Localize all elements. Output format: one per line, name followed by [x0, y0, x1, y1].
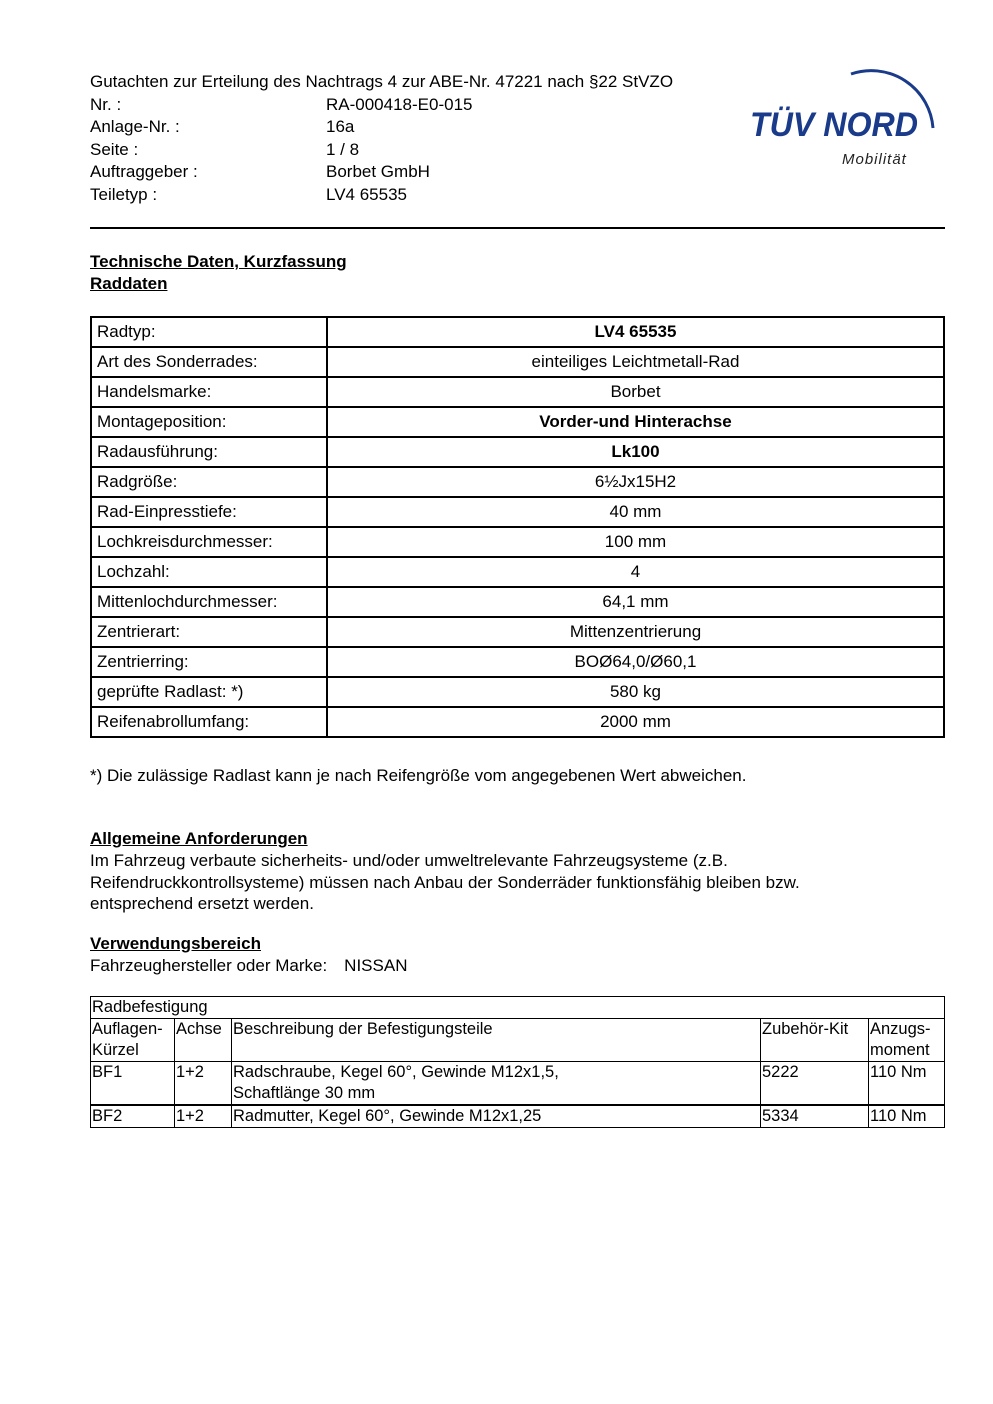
row-label: Lochkreisdurchmesser: [90, 526, 328, 558]
row-value: LV4 65535 [326, 316, 945, 348]
row-value: Borbet [326, 376, 945, 408]
row-label: Lochzahl: [90, 556, 328, 588]
row-label: Handelsmarke: [90, 376, 328, 408]
row-label: Radtyp: [90, 316, 328, 348]
manufacturer-label: Fahrzeughersteller oder Marke: [90, 956, 328, 975]
field-value: 16a [326, 117, 355, 136]
row-value: 40 mm [326, 496, 945, 528]
fixing-table: Radbefestigung Auflagen- Kürzel Achse Besch… [90, 996, 945, 1128]
field-label: Auftraggeber : [90, 162, 198, 181]
header-field: Anlage-Nr. : 16a [90, 116, 673, 139]
cell: 1+2 [174, 1061, 232, 1106]
svg-text:TÜV NORD: TÜV NORD [750, 106, 918, 144]
cell: Auflagen- Kürzel [90, 1018, 175, 1062]
row-label: Zentrierart: [90, 616, 328, 648]
row-value: Mittenzentrierung [326, 616, 945, 648]
usage-line: Fahrzeughersteller oder Marke: NISSAN [90, 955, 407, 977]
table-row: Mittenlochdurchmesser: 64,1 mm [90, 586, 945, 618]
field-value: Borbet GmbH [326, 162, 430, 181]
wheel-data-table: Radtyp: LV4 65535 Art des Sonderrades: eint… [90, 316, 945, 738]
tuv-nord-logo: TÜV NORD Mobilität [750, 69, 935, 168]
row-value: 580 kg [326, 676, 945, 708]
table-row: geprüfte Radlast: *) 580 kg [90, 676, 945, 708]
table-row: Zentrierart: Mittenzentrierung [90, 616, 945, 648]
text-line: Im Fahrzeug verbaute sicherheits- und/od… [90, 851, 728, 870]
cell: 1+2 [174, 1104, 232, 1128]
header-field: Nr. : RA-000418-E0-015 [90, 94, 673, 117]
field-value: RA-000418-E0-015 [326, 94, 473, 114]
table-row: Lochzahl: 4 [90, 556, 945, 588]
row-value: Vorder-und Hinterachse [326, 406, 945, 438]
header-field: Seite : 1 / 8 [90, 139, 673, 162]
cell: 110 Nm [868, 1104, 945, 1128]
cell: Radschraube, Kegel 60°, Gewinde M12x1,5,… [231, 1061, 761, 1106]
row-value: BOØ64,0/Ø60,1 [326, 646, 945, 678]
manufacturer-value: NISSAN [344, 956, 408, 975]
header-row: Auflagen- Kürzel Achse Beschreibung der Be… [90, 1018, 945, 1062]
row-label: Reifenabrollumfang: [90, 706, 328, 738]
header: Gutachten zur Erteilung des Nachtrags 4 … [90, 71, 673, 206]
row-value: 4 [326, 556, 945, 588]
footnote: *) Die zulässige Radlast kann je nach Re… [90, 766, 747, 785]
table-row: Radausführung: Lk100 [90, 436, 945, 468]
row-value: 6½Jx15H2 [326, 466, 945, 498]
field-label: Seite : [90, 139, 139, 159]
field-label: Anlage-Nr. : [90, 117, 180, 136]
row-label: Montageposition: [90, 406, 328, 438]
section-title: Technische Daten, Kurzfassung [90, 252, 347, 271]
row-label: Zentrierring: [90, 646, 328, 678]
cell: Zubehör-Kit [760, 1018, 869, 1062]
cell: BF1 [90, 1061, 175, 1106]
row-label: Radausführung: [90, 436, 328, 468]
row-value: einteiliges Leichtmetall-Rad [326, 346, 945, 378]
general-title: Allgemeine Anforderungen [90, 829, 308, 848]
row-label: Art des Sonderrades: [90, 346, 328, 378]
cell: 110 Nm [868, 1061, 945, 1106]
table-row: Montageposition: Vorder-und Hinterachse [90, 406, 945, 438]
cell: Beschreibung der Befestigungsteile [231, 1018, 761, 1062]
cell: Radmutter, Kegel 60°, Gewinde M12x1,25 [231, 1104, 761, 1128]
text-line: entsprechend ersetzt werden. [90, 894, 314, 913]
field-value: LV4 65535 [326, 184, 407, 204]
table-row: Radgröße: 6½Jx15H2 [90, 466, 945, 498]
svg-text:Mobilität: Mobilität [842, 151, 907, 168]
section-subtitle: Raddaten [90, 274, 168, 293]
header-field: Teiletyp : LV4 65535 [90, 184, 673, 207]
row-label: geprüfte Radlast: *) [90, 676, 328, 708]
cell: 5222 [760, 1061, 869, 1106]
table-row: Zentrierring: BOØ64,0/Ø60,1 [90, 646, 945, 678]
document-title: Gutachten zur Erteilung des Nachtrags 4 … [90, 72, 674, 91]
cell: 5334 [760, 1104, 869, 1128]
table-row: BF2 1+2 Radmutter, Kegel 60°, Gewinde M12x… [90, 1104, 945, 1128]
row-label: Radgröße: [90, 466, 328, 498]
cell: BF2 [90, 1104, 175, 1128]
table-row: Rad-Einpresstiefe: 40 mm [90, 496, 945, 528]
cell: Anzugs- moment [868, 1018, 945, 1062]
cell: Achse [174, 1018, 232, 1062]
row-value: 2000 mm [326, 706, 945, 738]
table-row: Radtyp: LV4 65535 [90, 316, 945, 348]
row-label: Mittenlochdurchmesser: [90, 586, 328, 618]
row-value: 64,1 mm [326, 586, 945, 618]
field-value: 1 / 8 [326, 139, 360, 159]
table-row: Art des Sonderrades: einteiliges Leichtme… [90, 346, 945, 378]
fixing-title: Radbefestigung [90, 996, 945, 1019]
general-text: Im Fahrzeug verbaute sicherheits- und/od… [90, 850, 800, 915]
table-row: Reifenabrollumfang: 2000 mm [90, 706, 945, 738]
usage-title: Verwendungsbereich [90, 934, 261, 953]
table-row: Handelsmarke: Borbet [90, 376, 945, 408]
field-label: Nr. : [90, 94, 122, 114]
text-line: Reifendruckkontrollsysteme) müssen nach … [90, 872, 800, 892]
row-value: 100 mm [326, 526, 945, 558]
field-label: Teiletyp : [90, 184, 158, 204]
table-row: BF1 1+2 Radschraube, Kegel 60°, Gewinde M1… [90, 1061, 945, 1106]
row-value: Lk100 [326, 436, 945, 468]
table-row: Lochkreisdurchmesser: 100 mm [90, 526, 945, 558]
header-divider [90, 227, 945, 229]
row-label: Rad-Einpresstiefe: [90, 496, 328, 528]
header-field: Auftraggeber : Borbet GmbH [90, 161, 673, 184]
